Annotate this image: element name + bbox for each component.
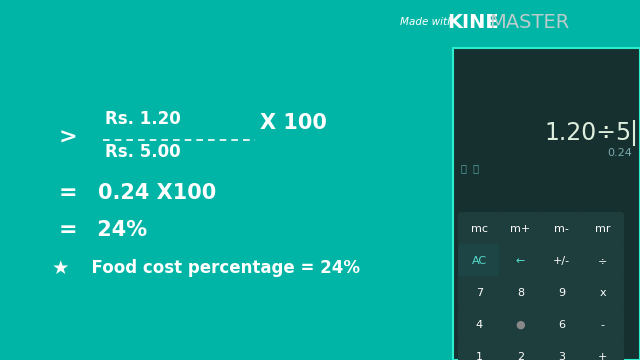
FancyBboxPatch shape xyxy=(540,244,583,278)
Text: 0.24 X100: 0.24 X100 xyxy=(98,183,216,203)
FancyBboxPatch shape xyxy=(540,308,583,342)
Text: AC: AC xyxy=(472,256,487,266)
Text: =: = xyxy=(59,183,77,203)
FancyBboxPatch shape xyxy=(458,212,501,246)
Text: +/-: +/- xyxy=(553,256,570,266)
Text: ★: ★ xyxy=(51,258,68,278)
FancyBboxPatch shape xyxy=(581,212,624,246)
Text: m-: m- xyxy=(554,224,569,234)
Text: X 100: X 100 xyxy=(260,113,327,133)
FancyBboxPatch shape xyxy=(458,276,501,310)
Text: MASTER: MASTER xyxy=(489,13,569,31)
FancyBboxPatch shape xyxy=(540,212,583,246)
Text: 1: 1 xyxy=(476,352,483,360)
Text: 7: 7 xyxy=(476,288,483,298)
FancyBboxPatch shape xyxy=(458,244,501,278)
Text: x: x xyxy=(599,288,606,298)
Text: 1.20÷5: 1.20÷5 xyxy=(545,121,632,145)
Text: 9: 9 xyxy=(558,288,565,298)
Text: 4: 4 xyxy=(476,320,483,330)
Text: Rs. 1.20: Rs. 1.20 xyxy=(105,110,180,128)
Text: Food cost percentage = 24%: Food cost percentage = 24% xyxy=(80,259,360,277)
FancyBboxPatch shape xyxy=(458,340,501,360)
FancyBboxPatch shape xyxy=(458,308,501,342)
Text: 6: 6 xyxy=(558,320,565,330)
FancyBboxPatch shape xyxy=(499,340,542,360)
FancyBboxPatch shape xyxy=(540,340,583,360)
FancyBboxPatch shape xyxy=(499,276,542,310)
FancyBboxPatch shape xyxy=(581,276,624,310)
FancyBboxPatch shape xyxy=(499,212,542,246)
Text: ⏰  🔔: ⏰ 🔔 xyxy=(461,163,479,173)
Text: Made with: Made with xyxy=(400,17,454,27)
Text: mc: mc xyxy=(471,224,488,234)
FancyBboxPatch shape xyxy=(540,276,583,310)
Text: Rs. 5.00: Rs. 5.00 xyxy=(105,143,180,161)
Text: >: > xyxy=(59,128,77,148)
FancyBboxPatch shape xyxy=(499,244,542,278)
Text: +: + xyxy=(598,352,607,360)
Text: ●: ● xyxy=(516,320,525,330)
FancyBboxPatch shape xyxy=(581,340,624,360)
Text: KINE: KINE xyxy=(447,13,499,31)
FancyBboxPatch shape xyxy=(581,244,624,278)
Text: ÷: ÷ xyxy=(598,256,607,266)
Text: 0.24: 0.24 xyxy=(607,148,632,158)
Text: 24%: 24% xyxy=(90,220,147,240)
Text: 2: 2 xyxy=(517,352,524,360)
Text: m+: m+ xyxy=(510,224,531,234)
Text: mr: mr xyxy=(595,224,611,234)
FancyBboxPatch shape xyxy=(499,308,542,342)
Text: 8: 8 xyxy=(517,288,524,298)
Text: ←: ← xyxy=(516,256,525,266)
FancyBboxPatch shape xyxy=(453,48,640,360)
FancyBboxPatch shape xyxy=(581,308,624,342)
Text: -: - xyxy=(600,320,605,330)
Text: =: = xyxy=(59,220,77,240)
Text: 3: 3 xyxy=(558,352,565,360)
